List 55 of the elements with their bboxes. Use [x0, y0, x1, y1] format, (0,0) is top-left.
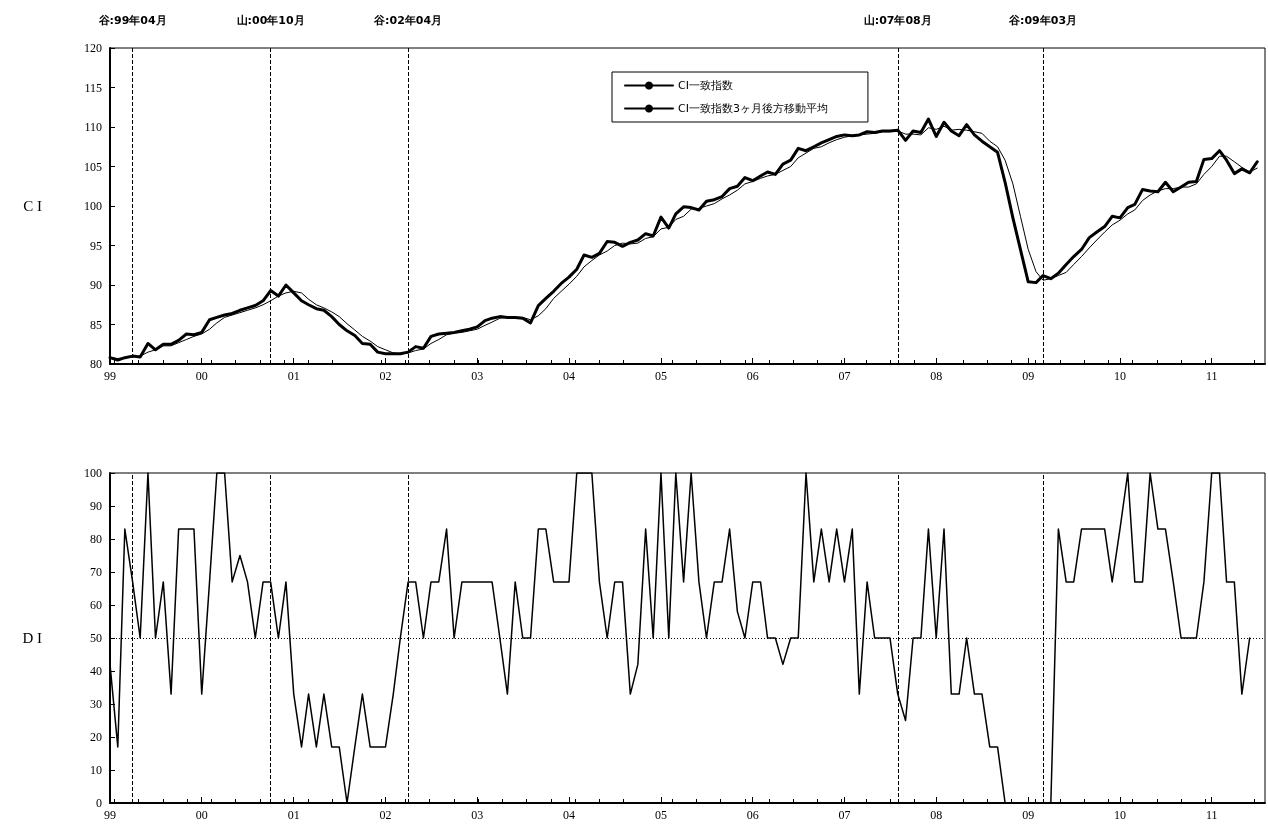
- x-tick-label: 06: [746, 808, 759, 822]
- y-tick-label: 30: [90, 697, 102, 711]
- y-tick-label: 90: [90, 499, 102, 513]
- x-tick-label: 03: [471, 808, 484, 822]
- x-tick-label: 02: [379, 369, 392, 383]
- x-tick-label: 01: [287, 369, 300, 383]
- ref-line-label: 山:07年08月: [863, 14, 932, 27]
- y-tick-label: 100: [84, 466, 102, 480]
- x-tick-label: 10: [1113, 808, 1126, 822]
- legend-label: CI一致指数3ヶ月後方移動平均: [678, 102, 828, 115]
- x-tick-label: 03: [471, 369, 484, 383]
- x-tick-label: 09: [1022, 369, 1035, 383]
- y-tick-label: 20: [90, 730, 102, 744]
- x-tick-label: 02: [379, 808, 392, 822]
- y-tick-label: 40: [90, 664, 102, 678]
- x-tick-label: 07: [838, 808, 851, 822]
- x-tick-label: 01: [287, 808, 300, 822]
- y-tick-label: 120: [84, 41, 102, 55]
- x-tick-label: 07: [838, 369, 851, 383]
- y-tick-label: 85: [90, 317, 102, 332]
- x-tick-label: 00: [195, 369, 208, 383]
- x-tick-label: 99: [104, 369, 116, 383]
- x-tick-label: 05: [654, 808, 667, 822]
- x-tick-label: 04: [562, 808, 575, 822]
- x-tick-label: 08: [930, 369, 943, 383]
- y-tick-label: 105: [84, 159, 102, 174]
- y-tick-label: 80: [90, 357, 102, 371]
- x-tick-label: 11: [1205, 369, 1218, 383]
- y-tick-label: 70: [90, 565, 102, 579]
- x-tick-label: 99: [104, 808, 116, 822]
- x-tick-label: 04: [562, 369, 575, 383]
- y-tick-label: 60: [90, 598, 102, 612]
- y-tick-label: 110: [84, 120, 102, 134]
- ref-line-label: 谷:09年03月: [1008, 14, 1078, 27]
- x-tick-label: 09: [1022, 808, 1035, 822]
- y-axis-title: C I: [23, 198, 42, 214]
- y-tick-label: 100: [84, 199, 102, 213]
- x-tick-label: 08: [930, 808, 943, 822]
- x-tick-label: 10: [1113, 369, 1126, 383]
- x-tick-label: 11: [1205, 808, 1218, 822]
- y-tick-label: 115: [84, 80, 102, 95]
- ref-line-label: 谷:02年04月: [373, 14, 443, 27]
- legend-label: CI一致指数: [678, 79, 733, 92]
- x-tick-label: 00: [195, 808, 208, 822]
- ref-line-label: 山:00年10月: [236, 14, 305, 27]
- ref-line-label: 谷:99年04月: [97, 14, 167, 27]
- y-tick-label: 90: [90, 278, 102, 292]
- x-tick-label: 05: [654, 369, 667, 383]
- y-tick-label: 0: [96, 796, 102, 810]
- y-axis-title: D I: [22, 630, 42, 646]
- y-tick-label: 95: [90, 238, 102, 253]
- y-tick-label: 10: [90, 763, 102, 777]
- y-tick-label: 80: [90, 532, 102, 546]
- y-tick-label: 50: [90, 631, 102, 645]
- x-tick-label: 06: [746, 369, 759, 383]
